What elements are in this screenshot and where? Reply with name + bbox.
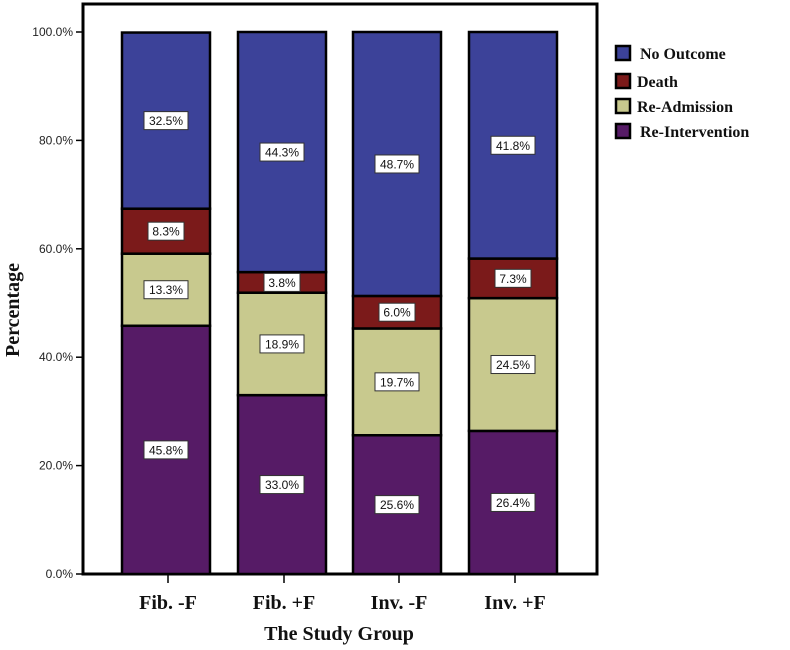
data-label-box xyxy=(490,492,536,512)
y-tick-label: 0.0% xyxy=(46,567,74,581)
data-label: 26.4% xyxy=(496,496,530,510)
data-label: 48.7% xyxy=(380,157,414,171)
legend-swatch xyxy=(614,44,632,62)
data-label-box xyxy=(263,272,301,292)
data-label-box xyxy=(259,475,305,495)
y-tick-label: 60.0% xyxy=(39,242,73,256)
bar-fib-f: 45.8% 13.3% 8.3% 32.5% xyxy=(120,31,212,576)
x-tick-label: Fib. -F xyxy=(139,592,197,614)
x-tick-label: Inv. -F xyxy=(371,592,428,614)
y-tick-label: 100.0% xyxy=(32,25,73,39)
data-label: 19.7% xyxy=(380,375,414,389)
x-tick-label: Inv. +F xyxy=(484,592,545,614)
bar-inv-f: 26.4% 24.5% 7.3% 41.8% xyxy=(467,30,559,576)
bar-inv-f: 25.6% 19.7% 6.0% 48.7% xyxy=(351,30,443,576)
legend-label: Re-Intervention xyxy=(640,124,749,141)
data-label-box xyxy=(374,154,420,174)
bar-fib-f: 33.0% 18.9% 3.8% 44.3% xyxy=(236,30,328,576)
data-label-box xyxy=(143,111,189,131)
data-label: 33.0% xyxy=(265,478,299,492)
data-label: 3.8% xyxy=(268,276,296,290)
data-label-box xyxy=(490,355,536,375)
legend: No Outcome Death Re-Admission Re-Interventi… xyxy=(614,44,749,141)
x-tick-label: Fib. +F xyxy=(253,592,316,614)
data-label: 45.8% xyxy=(149,443,183,457)
legend-label: No Outcome xyxy=(640,46,726,63)
data-label-box xyxy=(259,142,305,162)
legend-item-death: Death xyxy=(614,72,678,91)
data-label: 13.3% xyxy=(149,283,183,297)
data-label-box xyxy=(143,440,189,460)
data-label-box xyxy=(374,495,420,515)
legend-swatch xyxy=(614,72,632,90)
data-label-box xyxy=(490,135,536,155)
data-label-box xyxy=(143,280,189,300)
bars: 45.8% 13.3% 8.3% 32.5% 33.0% 18.9% 3.8% 44.3% 25… xyxy=(120,30,559,576)
data-label: 32.5% xyxy=(149,114,183,128)
legend-swatch xyxy=(614,97,632,115)
x-axis-title: The Study Group xyxy=(264,623,414,645)
data-label-box xyxy=(494,268,532,288)
data-label: 18.9% xyxy=(265,337,299,351)
data-label-box xyxy=(147,221,185,241)
data-label: 25.6% xyxy=(380,498,414,512)
legend-item-no-outcome: No Outcome xyxy=(614,44,726,63)
legend-item-re-intervention: Re-Intervention xyxy=(614,122,749,141)
legend-item-re-admission: Re-Admission xyxy=(614,97,733,116)
x-axis: Fib. -F Fib. +F Inv. -F Inv. +F xyxy=(139,574,546,614)
y-axis-title: Percentage xyxy=(2,263,24,357)
data-label-box xyxy=(378,302,416,322)
y-tick-label: 20.0% xyxy=(39,459,73,473)
legend-swatch xyxy=(614,122,632,140)
y-tick-label: 80.0% xyxy=(39,133,73,147)
y-axis: 0.0% 20.0% 40.0% 60.0% 80.0% 100.0% xyxy=(32,25,83,581)
y-tick-label: 40.0% xyxy=(39,350,73,364)
data-label: 41.8% xyxy=(496,139,530,153)
data-label: 7.3% xyxy=(499,272,527,286)
legend-label: Re-Admission xyxy=(637,99,733,116)
data-label: 8.3% xyxy=(152,225,180,239)
data-label: 6.0% xyxy=(383,306,411,320)
legend-label: Death xyxy=(637,74,678,91)
data-label: 24.5% xyxy=(496,358,530,372)
data-label: 44.3% xyxy=(265,146,299,160)
data-label-box xyxy=(374,372,420,392)
data-label-box xyxy=(259,334,305,354)
